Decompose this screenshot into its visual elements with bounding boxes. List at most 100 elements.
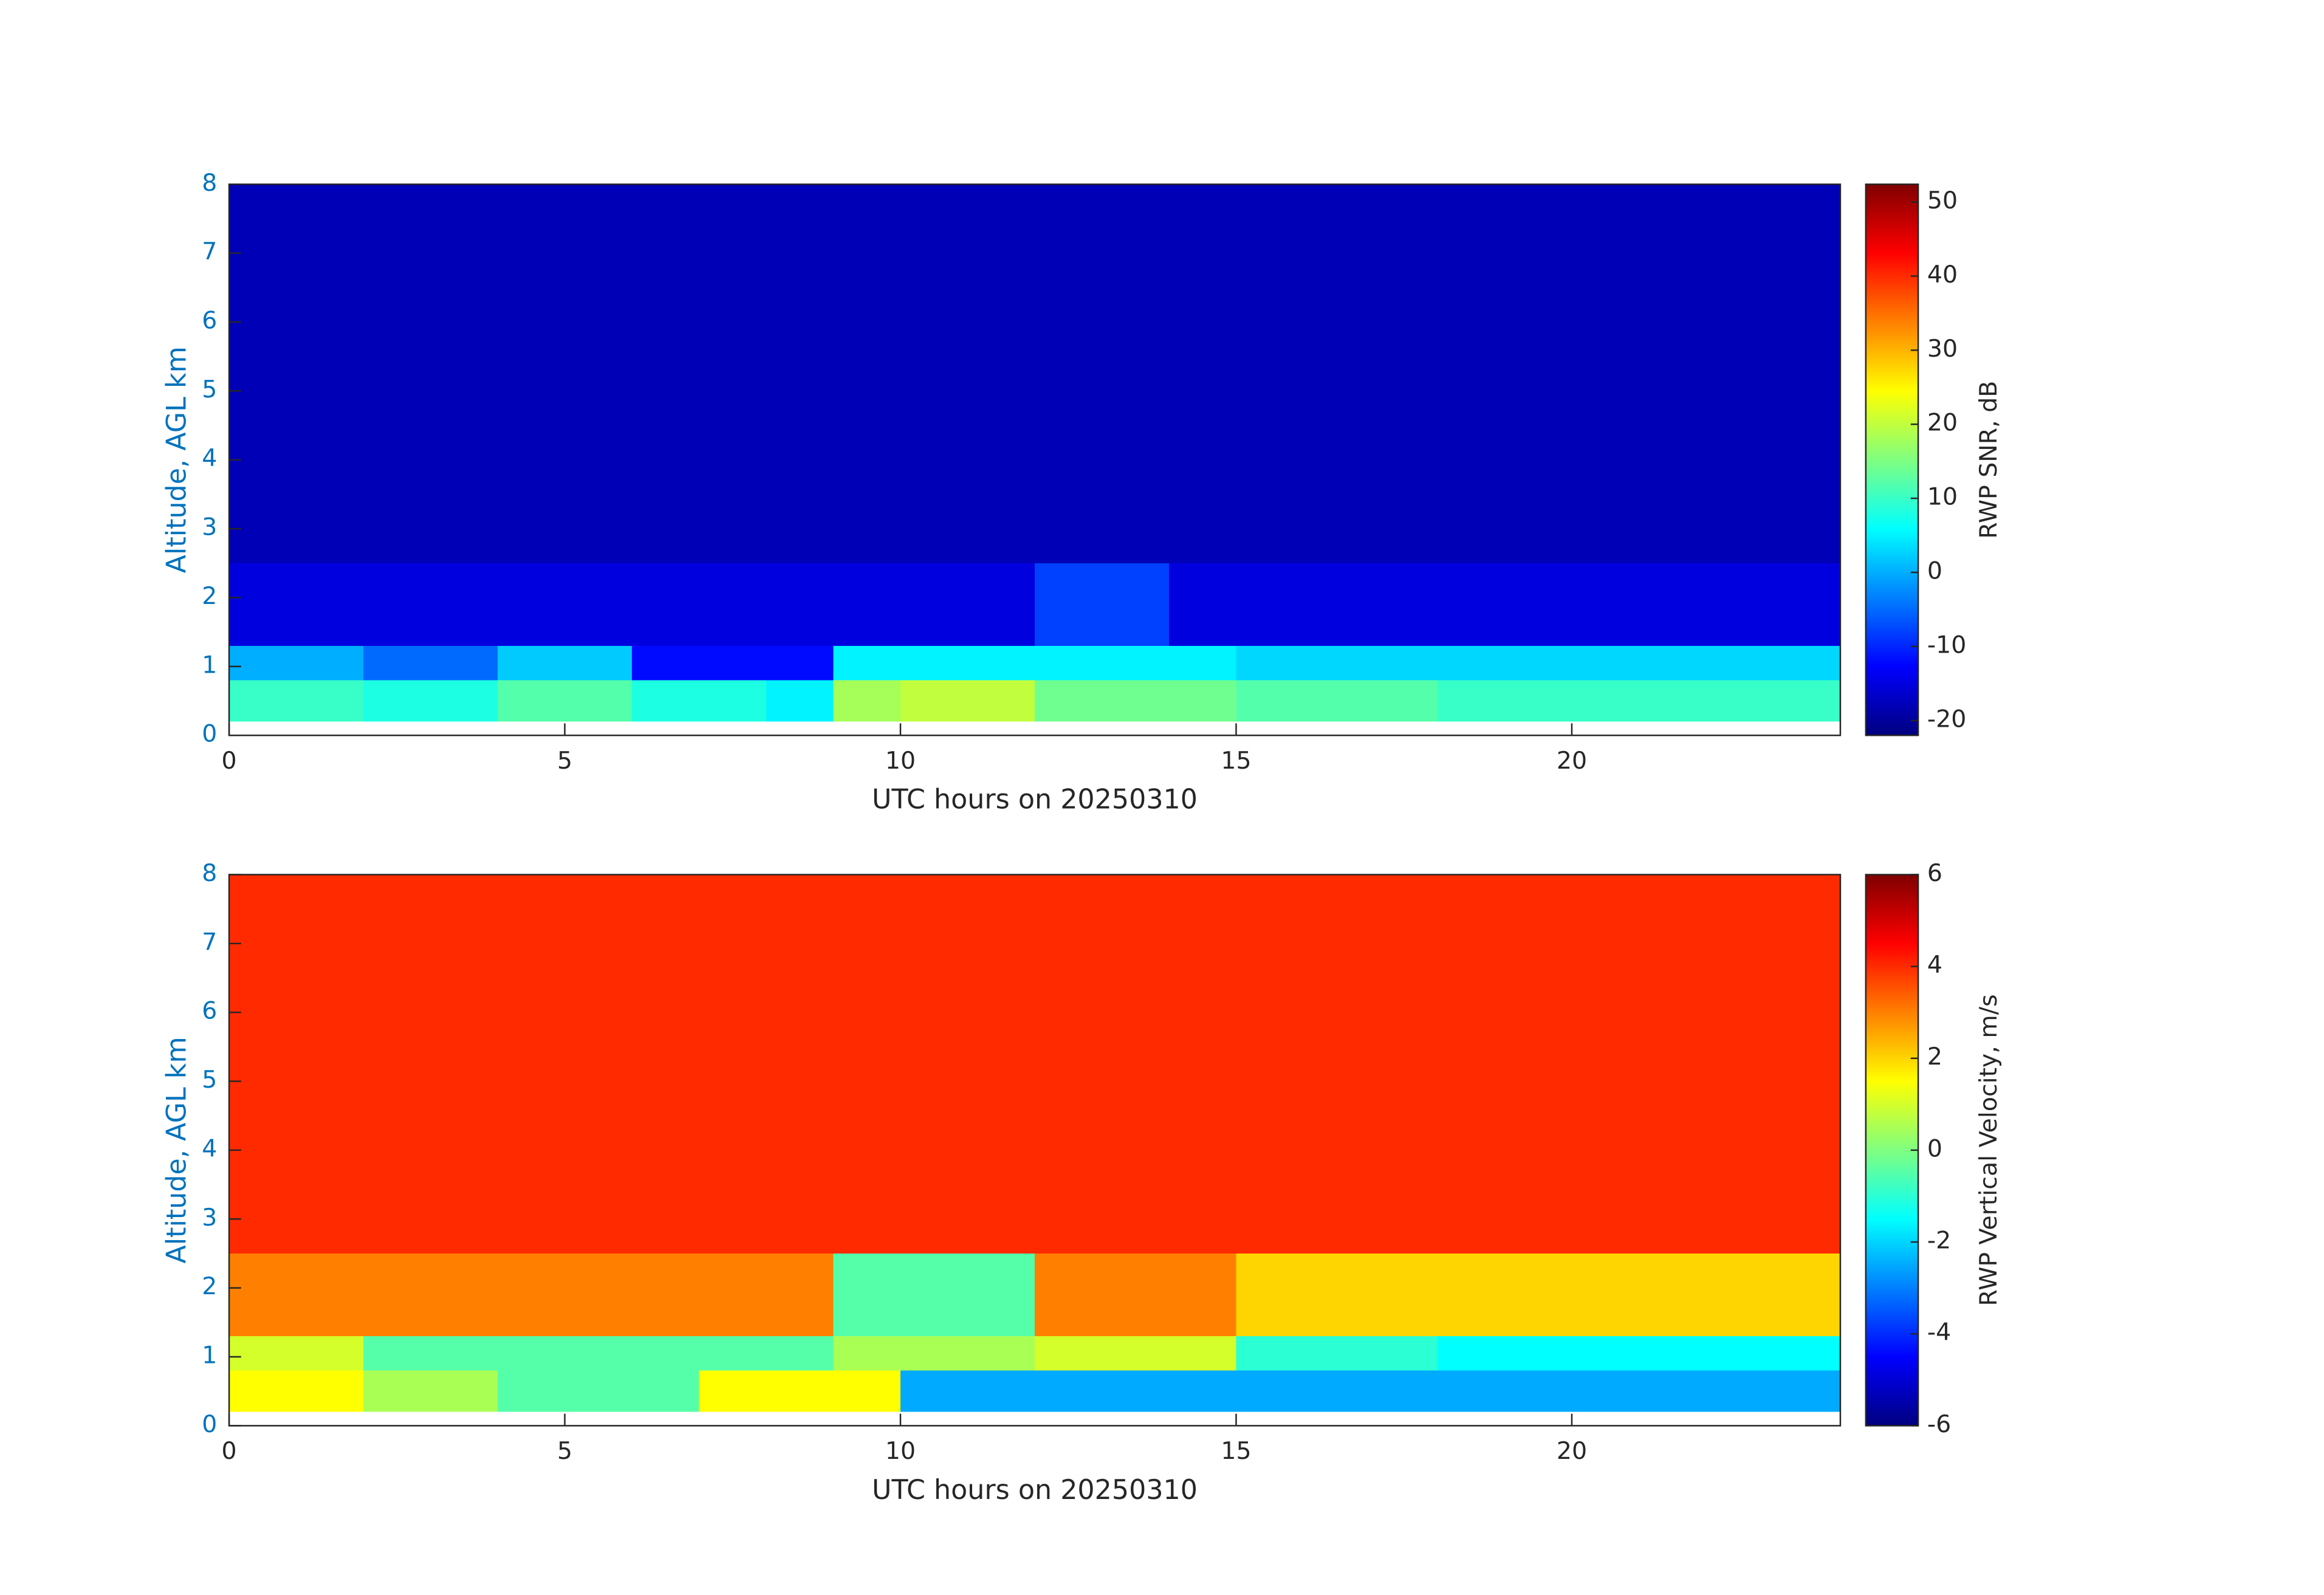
heatmap-cell	[632, 563, 700, 646]
heatmap-cell	[900, 680, 968, 722]
heatmap-cell	[1169, 680, 1237, 722]
heatmap-cell	[1370, 645, 1438, 681]
colorbar-tick-label: -4	[1927, 1319, 1951, 1346]
heatmap-cell	[430, 1370, 499, 1412]
heatmap-cell	[430, 874, 499, 1254]
heatmap-cell	[632, 874, 700, 1254]
heatmap-cell	[1437, 680, 1506, 722]
heatmap-cell	[1102, 874, 1170, 1254]
heatmap-cell	[229, 874, 297, 1254]
heatmap-cell	[498, 680, 566, 722]
heatmap-cell	[1169, 184, 1237, 563]
heatmap-cell	[632, 184, 700, 563]
heatmap-cell	[1370, 1336, 1438, 1371]
heatmap-cell	[967, 680, 1035, 722]
heatmap-cell	[564, 1253, 633, 1337]
heatmap-cell	[430, 645, 499, 681]
heatmap-cell	[1437, 645, 1506, 681]
heatmap-cell	[766, 563, 834, 646]
colorbar-tick-label: 20	[1927, 409, 1958, 437]
heatmap-cell	[363, 645, 431, 681]
heatmap-cell	[564, 1336, 633, 1371]
heatmap-cell	[1035, 1253, 1103, 1337]
heatmap-cell	[1773, 1336, 1841, 1371]
heatmap-cell	[229, 1336, 297, 1371]
heatmap-cell	[1169, 874, 1237, 1254]
heatmap-cell	[1303, 874, 1371, 1254]
heatmap-cell	[296, 645, 365, 681]
heatmap-cell	[1504, 563, 1572, 646]
heatmap-cell	[1504, 1370, 1572, 1412]
heatmap-cell	[498, 563, 566, 646]
heatmap-cell	[296, 680, 365, 722]
x-tick-label: 10	[885, 1437, 916, 1465]
y-tick-label: 0	[202, 720, 217, 748]
heatmap-cell	[1035, 1370, 1103, 1412]
heatmap-cell	[967, 184, 1035, 563]
heatmap-cell	[1370, 1253, 1438, 1337]
heatmap-cell	[1504, 680, 1572, 722]
heatmap-cell	[1236, 874, 1304, 1254]
heatmap-cell	[833, 1336, 902, 1371]
heatmap-cell	[699, 874, 767, 1254]
x-axis-label: UTC hours on 20250310	[872, 784, 1198, 815]
y-tick-label: 6	[202, 997, 217, 1025]
colorbar-tick-label: 0	[1927, 557, 1942, 585]
colorbar-label: RWP Vertical Velocity, m/s	[1975, 994, 2003, 1306]
heatmap-cell	[1035, 563, 1103, 646]
heatmap-cell	[430, 563, 499, 646]
heatmap-cell	[833, 645, 902, 681]
heatmap-cell	[1639, 563, 1707, 646]
heatmap-cell	[430, 184, 499, 563]
heatmap-cell	[1705, 874, 1774, 1254]
heatmap-cell	[1639, 1336, 1707, 1371]
heatmap-cell	[1303, 1336, 1371, 1371]
heatmap-cell	[1370, 563, 1438, 646]
heatmap-cell	[564, 680, 633, 722]
heatmap-cell	[1705, 1336, 1774, 1371]
colorbar-tick-label: -10	[1927, 631, 1966, 659]
heatmap-cell	[1370, 1370, 1438, 1412]
heatmap-cell	[1169, 645, 1237, 681]
heatmap-cell	[632, 645, 700, 681]
y-tick-label: 4	[202, 444, 217, 472]
heatmap-cell	[1035, 184, 1103, 563]
heatmap-cell	[1236, 563, 1304, 646]
heatmap-cell	[564, 184, 633, 563]
heatmap-cell	[1571, 1253, 1640, 1337]
heatmap-cell	[296, 874, 365, 1254]
heatmap-cell	[1437, 1336, 1506, 1371]
heatmap-cell	[967, 1370, 1035, 1412]
heatmap-cell	[833, 1253, 902, 1337]
heatmap-cell	[1773, 184, 1841, 563]
heatmap-cell	[229, 563, 297, 646]
heatmap-cell	[1169, 563, 1237, 646]
x-tick-label: 20	[1557, 747, 1587, 775]
heatmap-cell	[900, 874, 968, 1254]
x-tick-label: 10	[885, 747, 916, 775]
heatmap-cell	[1504, 1336, 1572, 1371]
y-tick-label: 8	[202, 859, 217, 887]
heatmap-cell	[1639, 184, 1707, 563]
heatmap-cell	[1236, 645, 1304, 681]
heatmap-cell	[1303, 1253, 1371, 1337]
heatmap-cell	[1773, 680, 1841, 722]
heatmap-cell	[1773, 645, 1841, 681]
heatmap-cell	[363, 1336, 431, 1371]
heatmap-cell	[1236, 1253, 1304, 1337]
colorbar-tick-label: 30	[1927, 335, 1958, 363]
heatmap-cell	[699, 1370, 767, 1412]
heatmap-cell	[632, 680, 700, 722]
heatmap-cell	[1437, 1370, 1506, 1412]
heatmap-cell	[363, 1253, 431, 1337]
heatmap-cell	[229, 645, 297, 681]
heatmap-cell	[766, 1370, 834, 1412]
heatmap-cell	[564, 645, 633, 681]
y-tick-label: 8	[202, 169, 217, 197]
heatmap-cell	[1705, 184, 1774, 563]
heatmap-cell	[900, 1253, 968, 1337]
heatmap-cell	[1773, 1253, 1841, 1337]
colorbar-tick-label: -2	[1927, 1227, 1951, 1255]
heatmap-cell	[1639, 874, 1707, 1254]
